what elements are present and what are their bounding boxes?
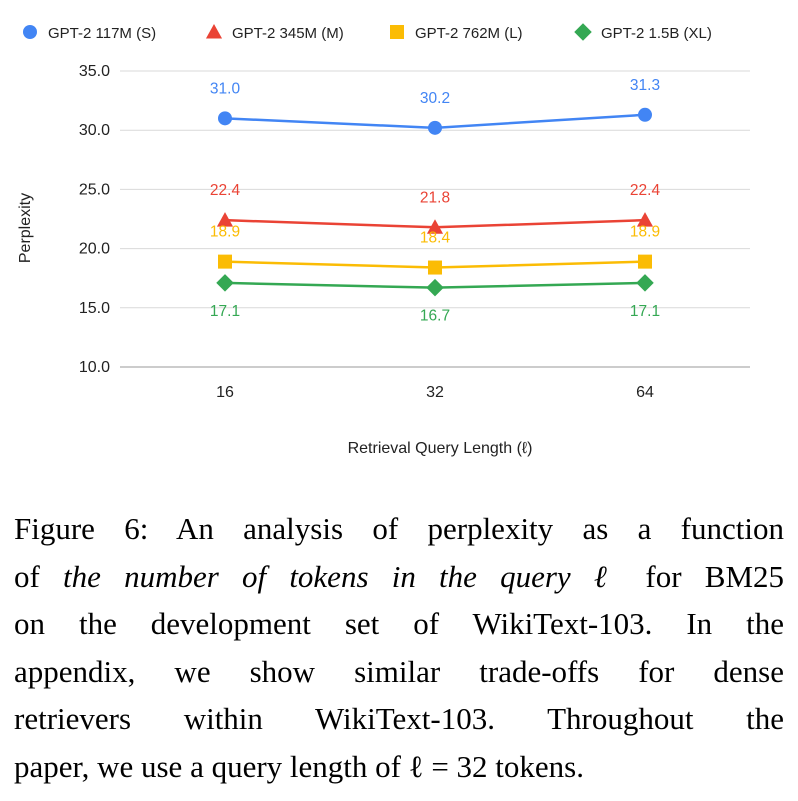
caption-line: on the development set of WikiText-103. … [14, 606, 784, 641]
data-label: 18.4 [420, 230, 451, 247]
caption-italic-text: the number of tokens in the query ℓ [63, 558, 623, 594]
data-point [636, 274, 654, 292]
y-axis-title: Perplexity [17, 193, 34, 263]
data-point [636, 212, 654, 227]
legend-label: GPT-2 762M (L) [415, 25, 523, 42]
legend-item: GPT-2 117M (S) [23, 25, 156, 42]
caption-text: for BM25 [622, 558, 785, 594]
y-tick-labels: 10.0 15.0 20.0 25.0 30.0 35.0 [79, 63, 110, 376]
perplexity-chart: GPT-2 117M (S) GPT-2 345M (M) GPT-2 762M (… [17, 23, 750, 457]
data-label: 22.4 [630, 182, 661, 199]
legend-item: GPT-2 762M (L) [390, 25, 523, 42]
data-point [638, 254, 652, 269]
legend-marker [23, 25, 37, 39]
legend-marker [574, 23, 592, 41]
legend-label: GPT-2 117M (S) [48, 25, 156, 42]
data-point [216, 212, 234, 227]
data-label: 31.3 [630, 77, 660, 94]
legend-label: GPT-2 1.5B (XL) [601, 25, 712, 42]
caption-line: retrievers within WikiText-103. Througho… [14, 701, 784, 736]
x-axis-title: Retrieval Query Length (ℓ) [348, 440, 533, 457]
data-labels: 31.0 30.2 31.3 22.4 21.8 22.4 18.9 18.4 18.9 17.1… [210, 77, 661, 325]
data-point [426, 219, 444, 234]
y-tick-label: 30.0 [79, 122, 110, 139]
legend: GPT-2 117M (S) GPT-2 345M (M) GPT-2 762M (… [23, 23, 712, 42]
data-point [218, 254, 232, 269]
figure-caption: Figure 6: An analysis of perplexity as a… [14, 505, 784, 790]
y-tick-label: 15.0 [79, 300, 110, 317]
data-point [638, 107, 652, 122]
y-tick-label: 10.0 [79, 359, 110, 376]
x-tick-label: 16 [216, 384, 234, 401]
caption-line: appendix, we show similar trade-offs for… [14, 653, 784, 689]
data-point [428, 260, 442, 275]
y-tick-label: 35.0 [79, 63, 110, 80]
x-tick-labels: 16 32 64 [216, 384, 654, 401]
data-label: 18.9 [630, 224, 660, 241]
caption-text: of [14, 558, 64, 594]
legend-label: GPT-2 345M (M) [232, 25, 344, 42]
data-label: 21.8 [420, 189, 450, 206]
x-tick-label: 32 [426, 384, 444, 401]
data-label: 17.1 [210, 303, 240, 320]
data-label: 18.9 [210, 224, 240, 241]
data-label: 31.0 [210, 80, 241, 97]
y-tick-label: 25.0 [79, 181, 110, 198]
series-markers [216, 107, 654, 297]
legend-item: GPT-2 1.5B (XL) [574, 23, 712, 42]
data-point [426, 278, 444, 297]
data-label: 16.7 [420, 308, 450, 325]
x-tick-label: 64 [636, 384, 654, 401]
data-point [218, 111, 232, 126]
y-tick-label: 20.0 [79, 241, 110, 258]
data-point [216, 274, 234, 292]
caption-line: paper, we use a query length of ℓ = 32 t… [14, 748, 584, 784]
data-label: 30.2 [420, 90, 450, 107]
caption-line: of the number of tokens in the query ℓ f… [14, 553, 784, 601]
legend-marker [390, 25, 404, 39]
caption-line: Figure 6: An analysis of perplexity as a… [14, 511, 784, 546]
data-label: 22.4 [210, 182, 241, 199]
data-label: 17.1 [630, 303, 660, 320]
data-point [428, 120, 442, 135]
legend-marker [205, 23, 223, 39]
legend-item: GPT-2 345M (M) [205, 23, 344, 42]
